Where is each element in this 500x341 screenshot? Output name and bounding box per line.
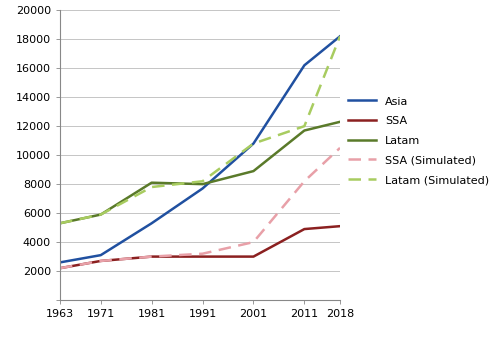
Asia xyxy=(250,142,256,146)
Latam xyxy=(302,129,308,133)
Asia xyxy=(302,63,308,68)
Latam (Simulated) xyxy=(250,142,256,146)
Asia xyxy=(148,221,154,225)
Latam (Simulated) xyxy=(98,212,103,217)
Latam xyxy=(337,120,343,124)
Asia xyxy=(98,253,103,257)
SSA xyxy=(148,254,154,259)
Latam xyxy=(250,169,256,173)
SSA (Simulated) xyxy=(250,240,256,244)
SSA (Simulated) xyxy=(302,179,308,183)
Latam xyxy=(148,181,154,185)
Asia xyxy=(337,34,343,39)
Latam (Simulated) xyxy=(337,34,343,39)
SSA xyxy=(57,266,63,270)
Line: Latam (Simulated): Latam (Simulated) xyxy=(60,36,340,223)
SSA xyxy=(302,227,308,231)
Line: SSA (Simulated): SSA (Simulated) xyxy=(60,148,340,268)
Latam (Simulated) xyxy=(200,179,205,183)
Asia xyxy=(200,187,205,191)
Latam xyxy=(57,221,63,225)
Latam xyxy=(98,212,103,217)
SSA xyxy=(98,259,103,263)
SSA (Simulated) xyxy=(98,259,103,263)
Asia xyxy=(57,261,63,265)
SSA xyxy=(200,254,205,259)
SSA xyxy=(337,224,343,228)
Latam (Simulated) xyxy=(57,221,63,225)
Latam (Simulated) xyxy=(302,124,308,128)
Latam (Simulated) xyxy=(148,185,154,189)
Legend: Asia, SSA, Latam, SSA (Simulated), Latam (Simulated): Asia, SSA, Latam, SSA (Simulated), Latam… xyxy=(348,96,489,186)
Line: Latam: Latam xyxy=(60,122,340,223)
SSA (Simulated) xyxy=(57,266,63,270)
SSA xyxy=(250,254,256,259)
SSA (Simulated) xyxy=(337,146,343,150)
SSA (Simulated) xyxy=(148,254,154,259)
SSA (Simulated) xyxy=(200,252,205,256)
Latam xyxy=(200,182,205,186)
Line: Asia: Asia xyxy=(60,36,340,263)
Line: SSA: SSA xyxy=(60,226,340,268)
